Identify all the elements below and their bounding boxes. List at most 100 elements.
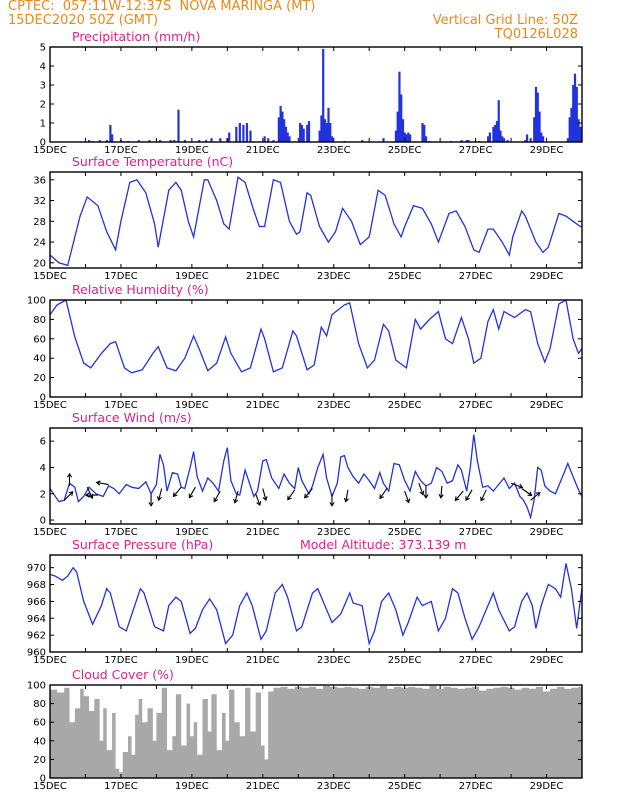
panel-4-xtick-label-1: 17DEC: [104, 655, 138, 666]
panel-3-wind-arrowhead-4: [95, 480, 101, 486]
panel-0-bar-60: [408, 134, 412, 142]
panel-0-bar-71: [488, 132, 491, 142]
panel-5-ytick-label-0: 0: [40, 774, 46, 785]
panel-0-bar-53: [396, 111, 399, 142]
panel-2-ytick-label-1: 20: [33, 373, 46, 384]
panel-4-ytick-label-1: 962: [27, 631, 46, 642]
panel-3-wind-arrowhead-24: [480, 496, 485, 502]
panel-0-bar-80: [524, 140, 527, 142]
panel-0-bar-2: [98, 140, 101, 142]
panel-2-ytick-label-0: 0: [40, 393, 46, 404]
panel-3-series-line: [49, 434, 583, 520]
panel-0-bar-48: [330, 136, 334, 142]
panel-1-ytick-label-0: 20: [33, 258, 46, 269]
panel-0-bar-58: [405, 134, 408, 142]
panel-3-wind-vector-21: [440, 485, 443, 498]
panel-1-xtick-label-2: 19DEC: [175, 271, 209, 282]
panel-0-bar-52: [394, 130, 397, 142]
panel-5-xtick-label-3: 21DEC: [246, 781, 280, 792]
panel-0-bar-54: [398, 71, 401, 142]
panel-3-wind-vector-4: [96, 481, 109, 486]
panel-3-wind-arrowhead-19: [419, 490, 425, 496]
panel-1-ytick-label-4: 36: [33, 175, 46, 186]
panel-1-xtick-label-4: 23DEC: [317, 271, 351, 282]
panel-3-wind-vector-25: [510, 482, 523, 488]
panel-3-wind-arrowhead-17: [379, 494, 384, 500]
panel-3-wind-arrowhead-5: [148, 502, 154, 507]
panel-3-wind-arrowhead-7: [172, 492, 178, 498]
panel-0-bar-95: [577, 119, 580, 142]
panel-4-ytick-label-4: 968: [27, 580, 46, 591]
panel-3-wind-arrowhead-16: [343, 497, 349, 503]
panel-3-wind-vector-0: [63, 491, 74, 501]
panel-3-wind-arrowhead-6: [156, 496, 162, 502]
panel-0-bar-28: [272, 140, 275, 142]
panel-1-xtick-label-5: 25DEC: [388, 271, 422, 282]
panel-0-bar-81: [526, 134, 529, 142]
panel-0-bar-86: [538, 111, 541, 142]
panel-0-bar-39: [306, 124, 309, 142]
panel-2-xtick-label-2: 19DEC: [175, 400, 209, 411]
panel-0-bar-13: [177, 109, 180, 142]
panel-0-bar-85: [536, 92, 539, 142]
panel-5-xtick-label-6: 27DEC: [459, 781, 493, 792]
panel-5-frame: [49, 684, 583, 779]
panel-3-wind-arrowhead-21: [438, 494, 444, 499]
panel-5-xtick-label-2: 19DEC: [175, 781, 209, 792]
panel-0-bar-82: [529, 138, 532, 142]
panel-0-xtick-label-3: 21DEC: [246, 145, 280, 156]
panel-3-wind-arrowhead-22: [454, 496, 460, 502]
panel-3-wind-vector-13: [287, 489, 296, 500]
panel-0-bar-21: [235, 126, 238, 142]
header-init-time: 15DEC2020 50Z (GMT): [8, 13, 159, 28]
panel-3-wind-vector-23: [465, 489, 473, 501]
panel-0-bar-5: [111, 134, 114, 142]
panel-3-xtick-label-4: 23DEC: [317, 527, 351, 538]
panel-3-ytick-label-1: 2: [40, 489, 46, 500]
panel-3-wind-arrowhead-20: [423, 494, 429, 499]
panel-0-bar-67: [465, 140, 468, 142]
panel-4-xtick-label-2: 19DEC: [175, 655, 209, 666]
panel-0-bar-41: [318, 130, 321, 142]
panel-4-ytick-label-2: 964: [27, 614, 46, 625]
panel-0-bar-27: [267, 138, 270, 142]
panel-0-bar-23: [242, 124, 245, 142]
header-source: CPTEC:: [8, 0, 55, 14]
panel-3-wind-arrowhead-26: [527, 491, 533, 496]
panel-1-xtick-label-6: 27DEC: [459, 271, 493, 282]
panel-3-wind-arrowhead-25: [518, 483, 524, 489]
panel-5-ytick-label-3: 60: [33, 718, 46, 729]
panel-0-bar-36: [299, 123, 302, 142]
panel-3-wind-vector-2: [86, 486, 93, 499]
panel-5-cloud-area: [50, 685, 582, 778]
panel-3-wind-vector-19: [418, 483, 424, 495]
panel-0-bar-68: [467, 140, 470, 142]
panel-1-ytick-label-3: 32: [33, 196, 46, 207]
panel-0-bar-22: [238, 123, 241, 142]
panel-3-xtick-label-1: 17DEC: [104, 527, 138, 538]
panel-3-xtick-label-0: 15DEC: [33, 527, 67, 538]
panel-0-bar-33: [284, 126, 288, 142]
panel-0-bar-94: [575, 86, 578, 142]
panel-0-bar-47: [329, 123, 332, 142]
panel-4-annotation: Model Altitude: 373.139 m: [300, 537, 466, 552]
panel-0-bar-62: [423, 124, 426, 142]
panel-2-xtick-label-0: 15DEC: [33, 400, 67, 411]
panel-4-series-line: [49, 563, 583, 646]
panel-1-xtick-label-3: 21DEC: [246, 271, 280, 282]
panel-0-xtick-label-4: 23DEC: [317, 145, 351, 156]
panel-4-ytick-label-0: 960: [27, 648, 46, 659]
panel-3-wind-arrowhead-3: [84, 492, 90, 498]
panel-3-wind-arrowhead-18: [405, 498, 411, 504]
panel-0-bar-74: [495, 121, 499, 142]
panel-0-bar-73: [494, 124, 497, 142]
panel-3-xtick-label-7: 29DEC: [530, 527, 564, 538]
panel-1-ytick-label-1: 24: [33, 238, 46, 249]
panel-4-xtick-label-7: 29DEC: [530, 655, 564, 666]
panel-5-ytick-label-5: 100: [27, 681, 46, 692]
panel-0-xtick-label-0: 15DEC: [33, 145, 67, 156]
panel-0-bar-45: [325, 123, 328, 142]
panel-0-bar-79: [506, 140, 509, 142]
panel-1-xtick-label-0: 15DEC: [33, 271, 67, 282]
panel-3-wind-vector-10: [234, 490, 239, 503]
